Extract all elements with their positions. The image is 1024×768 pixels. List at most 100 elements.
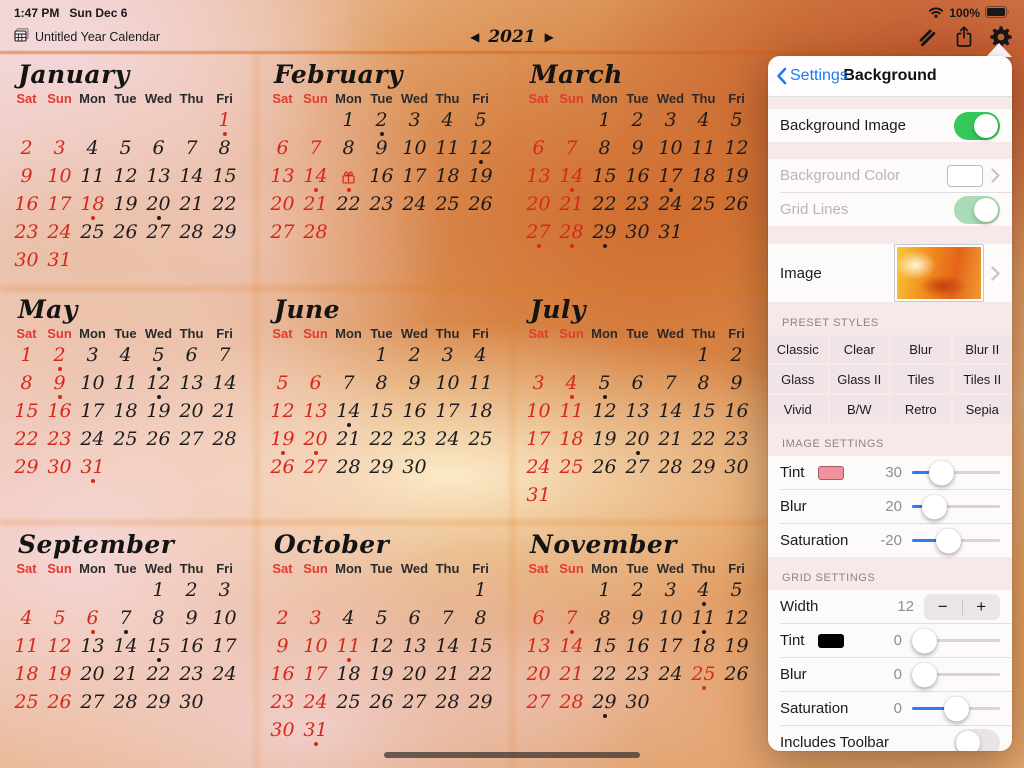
image-tint-slider-knob[interactable] — [929, 460, 955, 485]
grid-line-horizontal — [0, 520, 768, 525]
calendar-day — [109, 577, 142, 605]
calendar-day: 5 — [276, 372, 289, 394]
preset-style-retro[interactable]: Retro — [891, 395, 951, 423]
grid-tint-slider-knob[interactable] — [912, 628, 937, 653]
preset-style-vivid[interactable]: Vivid — [768, 395, 828, 423]
grid-saturation-slider-knob[interactable] — [943, 696, 969, 721]
width-decrement-button[interactable]: − — [937, 596, 948, 616]
calendar-day: 18 — [691, 635, 716, 657]
calendar-day — [76, 577, 109, 605]
calendar-day: 10 — [658, 137, 683, 159]
calendar-day: 9 — [408, 372, 421, 394]
calendar-day: 29 — [588, 219, 621, 248]
width-increment-button[interactable]: + — [976, 596, 987, 616]
image-tint-label: Tint — [780, 464, 805, 481]
calendar-day: 30 — [14, 249, 39, 271]
grid-tint-slider[interactable] — [912, 628, 1000, 653]
includes-toolbar-toggle[interactable] — [954, 728, 1000, 751]
image-row[interactable]: Image — [768, 244, 1012, 302]
calendar-day — [175, 454, 208, 482]
calendar-day: 12 — [47, 635, 72, 657]
chevron-right-icon — [991, 168, 1000, 183]
calendar-day: 7 — [441, 607, 454, 629]
image-blur-slider[interactable] — [912, 494, 1000, 519]
calendar-day: 5 — [375, 607, 388, 629]
document-title[interactable]: Untitled Year Calendar — [14, 28, 160, 45]
styles-icon[interactable] — [916, 26, 938, 48]
preset-style-tiles[interactable]: Tiles — [891, 365, 951, 393]
calendar-day: 28 — [336, 456, 361, 478]
calendar-day: 19 — [47, 663, 72, 685]
panel-nav-bar: Settings Background — [768, 56, 1012, 97]
calendar-day: 28 — [113, 691, 138, 713]
calendar-day: 20 — [526, 193, 551, 215]
preset-style-blur[interactable]: Blur — [891, 335, 951, 363]
calendar-day — [10, 577, 43, 605]
calendar-day: 6 — [309, 372, 322, 394]
calendar-day: 17 — [47, 193, 72, 215]
share-icon[interactable] — [953, 25, 975, 48]
image-tint-swatch — [818, 465, 845, 480]
dow-sat: Sat — [528, 325, 549, 341]
calendar-day: 8 — [598, 137, 611, 159]
calendar-day: 4 — [555, 370, 588, 399]
grid-lines-toggle[interactable] — [954, 195, 1000, 224]
toolbar: Untitled Year Calendar ◀ 2021 ▶ — [0, 22, 1024, 51]
calendar-day — [175, 107, 208, 135]
calendar-day — [208, 247, 241, 275]
year-calendar-grid: January Sat Sun Mon Tue Wed Thu Fri 1 2 3 4 5 6 7 8 9 10 1… — [0, 55, 768, 768]
calendar-day — [266, 107, 299, 135]
preset-style-blur-ii[interactable]: Blur II — [952, 335, 1012, 363]
calendar-day: 27 — [402, 691, 427, 713]
grid-blur-slider[interactable] — [912, 662, 1000, 687]
calendar-day: 28 — [303, 221, 328, 243]
dow-mon: Mon — [335, 560, 362, 576]
calendar-day: 1 — [152, 579, 165, 601]
image-saturation-row: Saturation -20 — [768, 524, 1012, 557]
image-saturation-slider-knob[interactable] — [936, 528, 962, 553]
calendar-day: 31 — [47, 249, 72, 271]
calendar-day: 21 — [559, 193, 584, 215]
background-color-row[interactable]: Background Color — [768, 159, 1012, 192]
calendar-day — [332, 577, 365, 605]
calendar-day — [266, 577, 299, 605]
image-saturation-slider[interactable] — [912, 528, 1000, 553]
calendar-day: 25 — [113, 428, 138, 450]
calendar-day: 11 — [687, 605, 720, 634]
dow-sat: Sat — [272, 560, 293, 576]
grid-saturation-slider[interactable] — [912, 696, 1000, 721]
grid-settings-header: GRID SETTINGS — [782, 572, 876, 584]
calendar-day: 10 — [303, 635, 328, 657]
home-indicator[interactable] — [384, 752, 640, 758]
calendar-day: 14 — [299, 163, 332, 192]
grid-blur-slider-knob[interactable] — [912, 662, 937, 687]
background-image-toggle[interactable] — [954, 111, 1000, 140]
preset-style-glass[interactable]: Glass — [768, 365, 828, 393]
image-blur-slider-knob[interactable] — [922, 494, 948, 519]
dow-tue: Tue — [114, 325, 137, 341]
calendar-day: 16 — [724, 400, 749, 422]
preset-style-b-w[interactable]: B/W — [829, 395, 889, 423]
preset-style-clear[interactable]: Clear — [829, 335, 889, 363]
preset-style-glass-ii[interactable]: Glass II — [829, 365, 889, 393]
calendar-day: 26 — [47, 691, 72, 713]
calendar-day: 7 — [664, 372, 677, 394]
calendar-day — [175, 247, 208, 275]
preset-style-tiles-ii[interactable]: Tiles II — [952, 365, 1012, 393]
back-to-settings-button[interactable]: Settings — [768, 67, 848, 85]
calendar-day — [621, 342, 654, 370]
image-saturation-label: Saturation — [780, 532, 849, 549]
calendar-day: 26 — [724, 663, 749, 685]
calendar-day: 22 — [14, 428, 39, 450]
image-tint-slider[interactable] — [912, 460, 1000, 485]
dow-sun: Sun — [47, 560, 72, 576]
calendar-day: 13 — [625, 400, 650, 422]
calendar-day: 3 — [532, 372, 545, 394]
preset-style-sepia[interactable]: Sepia — [952, 395, 1012, 423]
preset-style-classic[interactable]: Classic — [768, 335, 828, 363]
calendar-day — [720, 482, 753, 510]
prev-year-button[interactable]: ◀ — [470, 29, 480, 44]
grid-tint-swatch — [818, 633, 845, 648]
next-year-button[interactable]: ▶ — [544, 29, 554, 44]
calendar-day: 4 — [86, 137, 99, 159]
